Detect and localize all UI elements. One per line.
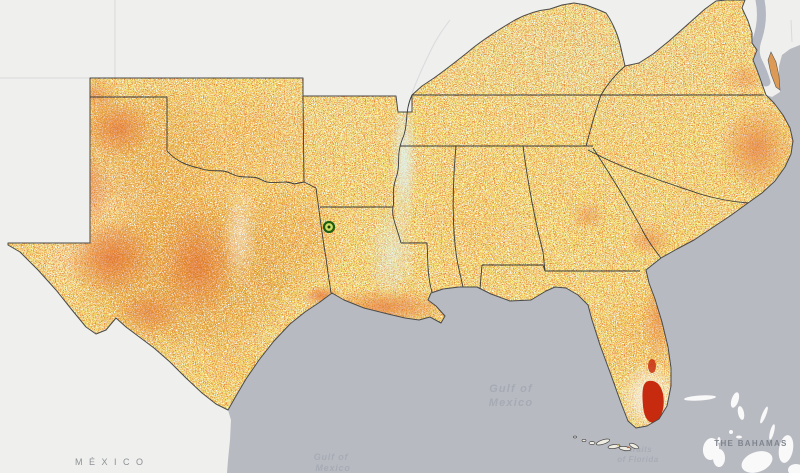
straits-of-florida-label-line1: Straits [624, 445, 652, 454]
gulf-of-mexico-label-line1: Gulf of [489, 383, 533, 395]
ocean-water [227, 45, 800, 473]
gulf-of-mexico-label-small-line2: Mexico [315, 463, 350, 473]
south-florida-severe-patch [642, 380, 664, 423]
state-borders [90, 65, 764, 294]
gulf-of-mexico-label-line2: Mexico [489, 397, 534, 409]
bahamas-islands [684, 392, 800, 473]
gulf-of-mexico-label-small-line1: Gulf of [314, 452, 349, 462]
mexico-label: M É X I C O [75, 457, 145, 467]
region-outline [7, 0, 794, 429]
florida-keys-islands [573, 435, 639, 451]
location-marker[interactable] [322, 220, 336, 234]
bahamas-label: THE BAHAMAS [714, 439, 787, 448]
faint-state-borders [0, 0, 793, 94]
eastern-shore-peninsula [767, 51, 781, 91]
straits-of-florida-label-line2: of Florida [617, 455, 658, 464]
